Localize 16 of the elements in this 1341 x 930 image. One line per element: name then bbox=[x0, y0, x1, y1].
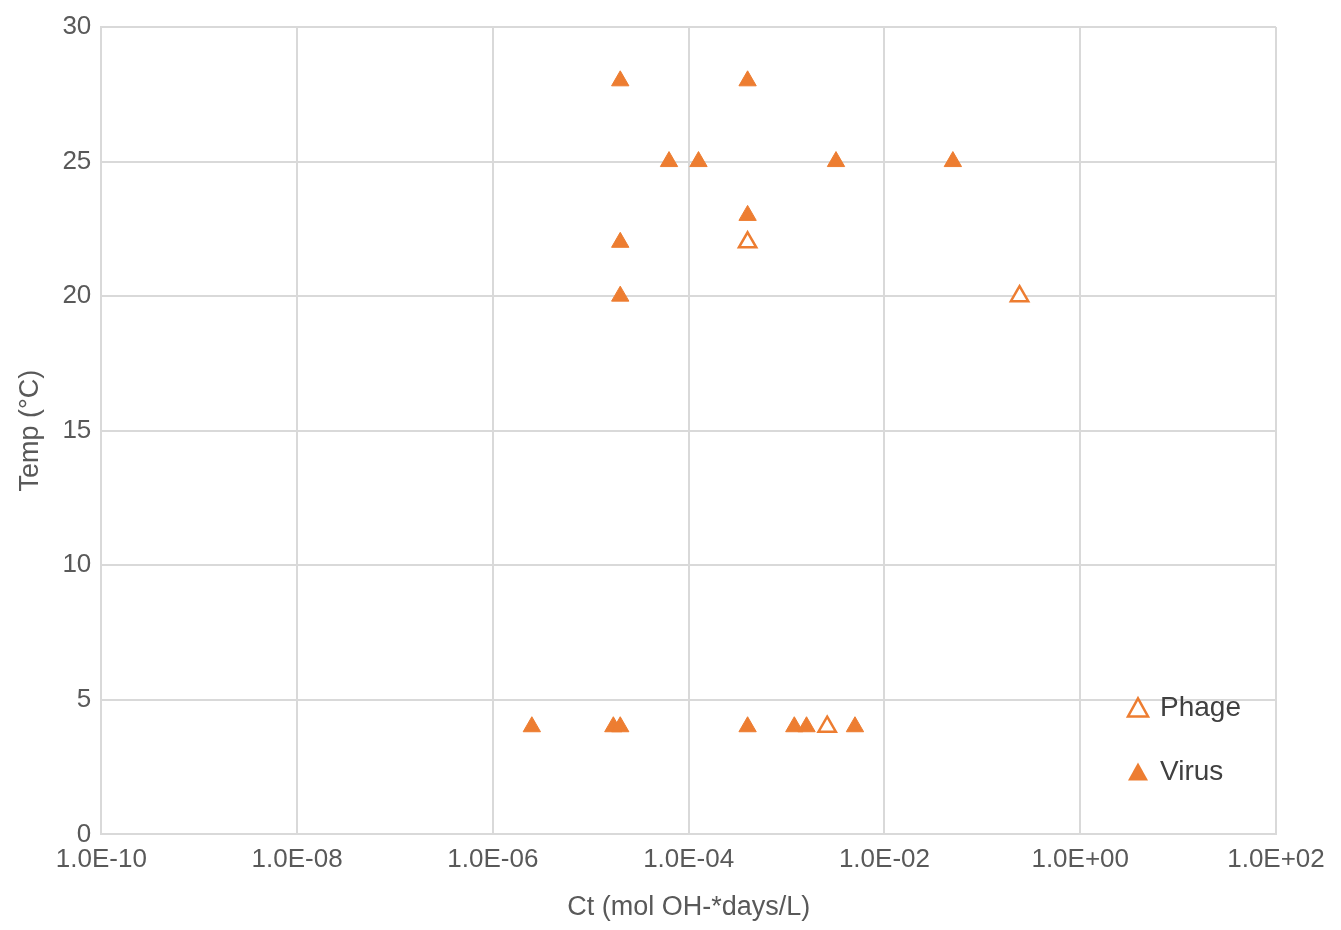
x-tick-label: 1.0E-06 bbox=[447, 843, 539, 874]
legend-label: Virus bbox=[1160, 755, 1224, 787]
x-axis-title: Ct (mol OH-*days/L) bbox=[567, 891, 811, 922]
x-tick-label: 1.0E+02 bbox=[1227, 843, 1325, 874]
y-tick-label: 10 bbox=[62, 548, 92, 579]
y-tick-label: 15 bbox=[62, 413, 92, 444]
x-tick-label: 1.0E+00 bbox=[1031, 843, 1130, 874]
y-tick-label: 25 bbox=[62, 144, 92, 175]
x-tick-label: 1.0E-04 bbox=[643, 843, 735, 874]
x-tick-label: 1.0E-08 bbox=[251, 843, 343, 874]
y-tick-label: 30 bbox=[62, 10, 92, 41]
y-tick-label: 20 bbox=[62, 279, 92, 310]
legend-label: Phage bbox=[1160, 691, 1241, 723]
x-tick-label: 1.0E-02 bbox=[838, 843, 930, 874]
y-axis-title: Temp (°C) bbox=[13, 369, 44, 492]
y-tick-label: 5 bbox=[76, 683, 92, 714]
